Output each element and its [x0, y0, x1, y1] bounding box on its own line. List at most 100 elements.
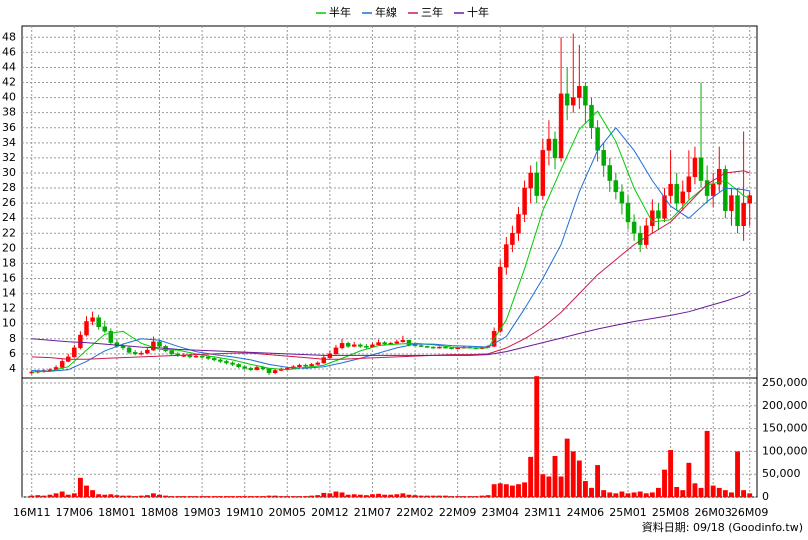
candle-body: [747, 195, 752, 204]
candle-body: [710, 184, 716, 196]
volume-bar: [522, 482, 528, 497]
candle-body: [516, 214, 521, 234]
volume-bar: [357, 494, 363, 497]
candle-body: [309, 364, 314, 367]
candle-body: [522, 187, 527, 215]
volume-bar: [272, 495, 278, 497]
y-tick-label: 8: [9, 332, 16, 345]
volume-bar: [613, 493, 619, 497]
candle-body: [656, 210, 661, 219]
volume-bar: [248, 496, 254, 497]
volume-bar: [376, 493, 381, 497]
candle-body: [534, 172, 539, 196]
candle-body: [449, 347, 454, 350]
x-tick-label: 21M07: [354, 506, 392, 519]
volume-bar: [552, 455, 558, 497]
candle-body: [248, 367, 254, 370]
y-tick-label: 10: [2, 317, 16, 330]
volume-bar: [479, 495, 485, 497]
y-tick-label: 32: [2, 151, 16, 164]
candle-body: [504, 244, 509, 268]
volume-bar: [157, 494, 162, 497]
volume-bar: [625, 493, 631, 497]
volume-bar: [582, 481, 588, 497]
volume-bar: [290, 496, 296, 497]
candle-body: [345, 343, 351, 347]
y-tick-label: 38: [2, 106, 16, 119]
volume-bar: [607, 492, 613, 497]
volume-bar: [589, 487, 594, 497]
volume-bar: [126, 495, 132, 497]
volume-bar: [394, 494, 400, 497]
volume-bar: [71, 493, 77, 497]
volume-bar: [735, 451, 740, 497]
y2-tick-label: 200,000: [762, 399, 808, 412]
x-tick-label: 26M09: [731, 506, 769, 519]
x-tick-label: 22M02: [396, 506, 434, 519]
y-tick-label: 12: [2, 302, 16, 315]
candle-body: [351, 344, 357, 347]
candle-body: [637, 233, 643, 245]
volume-bar: [59, 491, 65, 497]
candle-body: [668, 184, 673, 196]
candle-body: [333, 347, 339, 355]
candle-body: [437, 346, 442, 349]
candle-body: [108, 331, 114, 343]
y-tick-label: 42: [2, 76, 16, 89]
volume-bar: [187, 496, 193, 497]
volume-bar: [619, 491, 625, 497]
candle-body: [72, 347, 77, 358]
candle-body: [315, 362, 320, 365]
volume-bar: [668, 450, 674, 497]
candle-body: [218, 359, 223, 362]
x-tick-label: 20M05: [269, 506, 307, 519]
plot-frame: [21, 25, 758, 498]
volume-bar: [29, 495, 35, 497]
candle-body: [260, 367, 266, 370]
candle-body: [443, 346, 448, 349]
volume-bar: [649, 492, 655, 497]
candle-body: [400, 340, 406, 343]
volume-bar: [412, 495, 418, 497]
candle-body: [528, 172, 533, 189]
candle-body: [242, 366, 247, 369]
candle-body: [96, 317, 101, 327]
volume-bar: [211, 496, 217, 497]
volume-bar: [315, 495, 321, 497]
candle-body: [303, 364, 308, 367]
candle-body: [510, 233, 515, 245]
candle-body: [540, 150, 546, 196]
candle-body: [558, 93, 564, 159]
candle-body: [698, 157, 704, 181]
candle-body: [741, 202, 746, 226]
volume-bar: [516, 484, 521, 497]
candle-body: [382, 342, 387, 345]
volume-bar: [710, 485, 716, 497]
candle-body: [729, 195, 734, 211]
volume-bar: [576, 460, 582, 497]
volume-bar: [47, 494, 53, 497]
candle-body: [571, 97, 576, 106]
volume-bar: [692, 483, 698, 497]
volume-bar: [163, 495, 169, 497]
y-tick-label: 22: [2, 226, 16, 239]
x-tick-label: 23M04: [481, 506, 519, 519]
candle-body: [321, 357, 327, 364]
volume-bar: [333, 491, 339, 497]
legend-label: 半年: [329, 5, 351, 19]
y-tick-label: 46: [2, 45, 16, 58]
volume-bar: [297, 496, 302, 497]
volume-bar: [564, 438, 570, 497]
volume-bar: [722, 490, 728, 497]
volume-bar: [455, 496, 461, 497]
volume-bar: [260, 496, 266, 497]
volume-bar: [309, 495, 315, 497]
volume-bar: [491, 484, 497, 497]
candle-body: [455, 347, 460, 350]
candle-body: [199, 355, 205, 358]
candle-body: [613, 180, 619, 193]
volume-bar: [503, 484, 509, 497]
candle-body: [59, 361, 65, 368]
volume-bar: [704, 430, 710, 497]
